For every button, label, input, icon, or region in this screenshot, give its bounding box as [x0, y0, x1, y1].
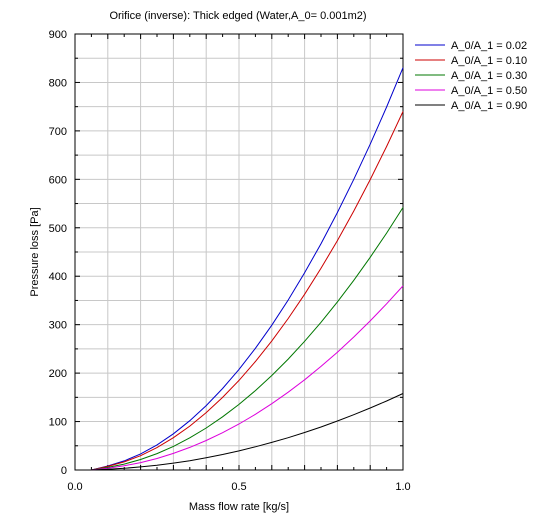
series-line-5 — [91, 393, 404, 471]
x-axis-title: Mass flow rate [kg/s] — [189, 501, 289, 513]
legend-label: A_0/A_1 = 0.02 — [451, 40, 527, 52]
legend-label: A_0/A_1 = 0.30 — [451, 70, 527, 82]
y-tick-label: 100 — [49, 417, 67, 429]
y-tick-label: 800 — [49, 77, 67, 89]
y-tick-label: 400 — [49, 271, 67, 283]
y-axis-title: Pressure loss [Pa] — [29, 207, 41, 296]
grid — [75, 34, 403, 470]
x-tick-label: 1.0 — [395, 481, 410, 493]
legend-label: A_0/A_1 = 0.90 — [451, 100, 527, 112]
x-tick-label: 0.0 — [67, 481, 82, 493]
series-lines — [91, 67, 404, 471]
series-line-4 — [91, 285, 404, 471]
axis-ticks — [75, 34, 403, 470]
y-tick-labels: 0 100 200 300 400 500 600 700 800 900 — [49, 29, 67, 477]
x-tick-labels: 0.0 0.5 1.0 — [67, 481, 410, 493]
x-tick-label: 0.5 — [231, 481, 246, 493]
series-line-1 — [91, 67, 404, 471]
y-tick-label: 500 — [49, 223, 67, 235]
y-tick-label: 700 — [49, 126, 67, 138]
series-line-3 — [91, 207, 404, 471]
y-tick-label: 300 — [49, 320, 67, 332]
y-tick-label: 0 — [61, 465, 67, 477]
legend-label: A_0/A_1 = 0.10 — [451, 55, 527, 67]
legend: A_0/A_1 = 0.02 A_0/A_1 = 0.10 A_0/A_1 = 0.… — [415, 40, 527, 112]
series-line-2 — [91, 111, 404, 471]
legend-label: A_0/A_1 = 0.50 — [451, 85, 527, 97]
y-tick-label: 200 — [49, 368, 67, 380]
chart-title: Orifice (inverse): Thick edged (Water,A_… — [109, 10, 366, 22]
y-tick-label: 900 — [49, 29, 67, 41]
y-tick-label: 600 — [49, 174, 67, 186]
